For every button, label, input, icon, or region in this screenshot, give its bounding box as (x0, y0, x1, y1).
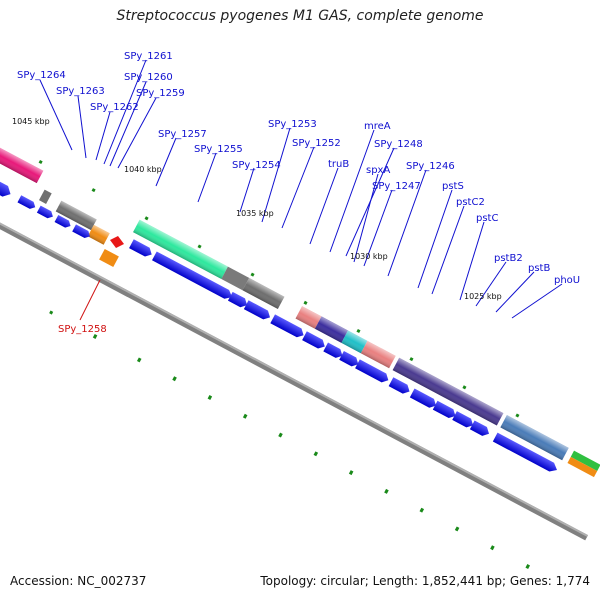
lower-track (49, 310, 530, 569)
gene-label: SPy_1259 (136, 88, 185, 99)
cds-arrow (0, 165, 11, 197)
gene-label: pstS (442, 181, 464, 192)
cds-arrow (492, 432, 557, 472)
genome-summary: Topology: circular; Length: 1,852,441 bp… (260, 574, 590, 588)
gene-label: pstC (476, 213, 498, 224)
cds-arrow (129, 239, 152, 257)
gene-label: SPy_1262 (90, 102, 139, 113)
scale-label: 1030 kbp (350, 252, 388, 261)
gene-label: truB (328, 159, 349, 170)
cds-arrow (432, 400, 456, 419)
gene-label: pstB (528, 263, 550, 274)
gene-label: spxA (366, 165, 390, 176)
cds-arrow (17, 195, 36, 209)
cds-arrow (355, 359, 389, 383)
cds-arrow (323, 342, 343, 358)
cds-arrow (36, 205, 53, 219)
cds-arrow (339, 350, 359, 367)
genome-backbone (0, 187, 589, 541)
cds-arrow (152, 251, 233, 299)
feature-gray (221, 266, 250, 291)
cds-arrow (452, 411, 474, 428)
feature-orange-marker (99, 248, 119, 268)
cds-arrow (469, 420, 490, 436)
cds-arrow (388, 377, 410, 394)
label-leader-red (79, 279, 101, 321)
gene-label: SPy_1263 (56, 86, 105, 97)
cds-arrow (54, 214, 71, 228)
gene-label: mreA (364, 121, 391, 132)
gene-label: SPy_1254 (232, 160, 281, 171)
feature-red-marker (110, 236, 124, 248)
cds-arrow-row (0, 165, 557, 472)
scale-label: 1035 kbp (236, 209, 274, 218)
gene-label: SPy_1255 (194, 144, 243, 155)
feature-gray (39, 189, 52, 204)
feature-row-top (0, 138, 600, 478)
cds-arrow (270, 314, 304, 338)
gene-label: SPy_1247 (372, 181, 421, 192)
cds-arrow (243, 300, 271, 320)
gene-label: SPy_1248 (374, 139, 423, 150)
scale-label: 1025 kbp (464, 292, 502, 301)
gene-label: SPy_1264 (17, 70, 66, 81)
gene-label-highlight: SPy_1258 (58, 324, 107, 335)
gene-label: SPy_1246 (406, 161, 455, 172)
cds-arrow (409, 388, 437, 408)
gene-label: pstB2 (494, 253, 523, 264)
scale-ticks (38, 159, 520, 418)
scale-label: 1040 kbp (124, 165, 162, 174)
gene-label: SPy_1253 (268, 119, 317, 130)
accession-label: Accession: NC_002737 (10, 574, 147, 588)
gene-label: SPy_1261 (124, 51, 173, 62)
feature-green-small (570, 450, 600, 471)
gene-label: phoU (554, 275, 580, 286)
gene-label: SPy_1252 (292, 138, 341, 149)
gene-labels: SPy_1264 SPy_1263 SPy_1262 SPy_1261 SPy_… (17, 51, 580, 335)
gene-label: SPy_1257 (158, 129, 207, 140)
scale-labels: 1045 kbp 1040 kbp 1035 kbp 1030 kbp 1025… (12, 117, 502, 301)
cds-arrow (302, 331, 325, 349)
label-leaders (39, 59, 563, 319)
cds-arrow (72, 224, 90, 239)
gene-label: pstC2 (456, 197, 485, 208)
cds-arrow (227, 291, 248, 308)
gene-label: SPy_1260 (124, 72, 173, 83)
map-title: Streptococcus pyogenes M1 GAS, complete … (116, 8, 484, 24)
scale-label: 1045 kbp (12, 117, 50, 126)
feature-orange-small (567, 456, 598, 478)
